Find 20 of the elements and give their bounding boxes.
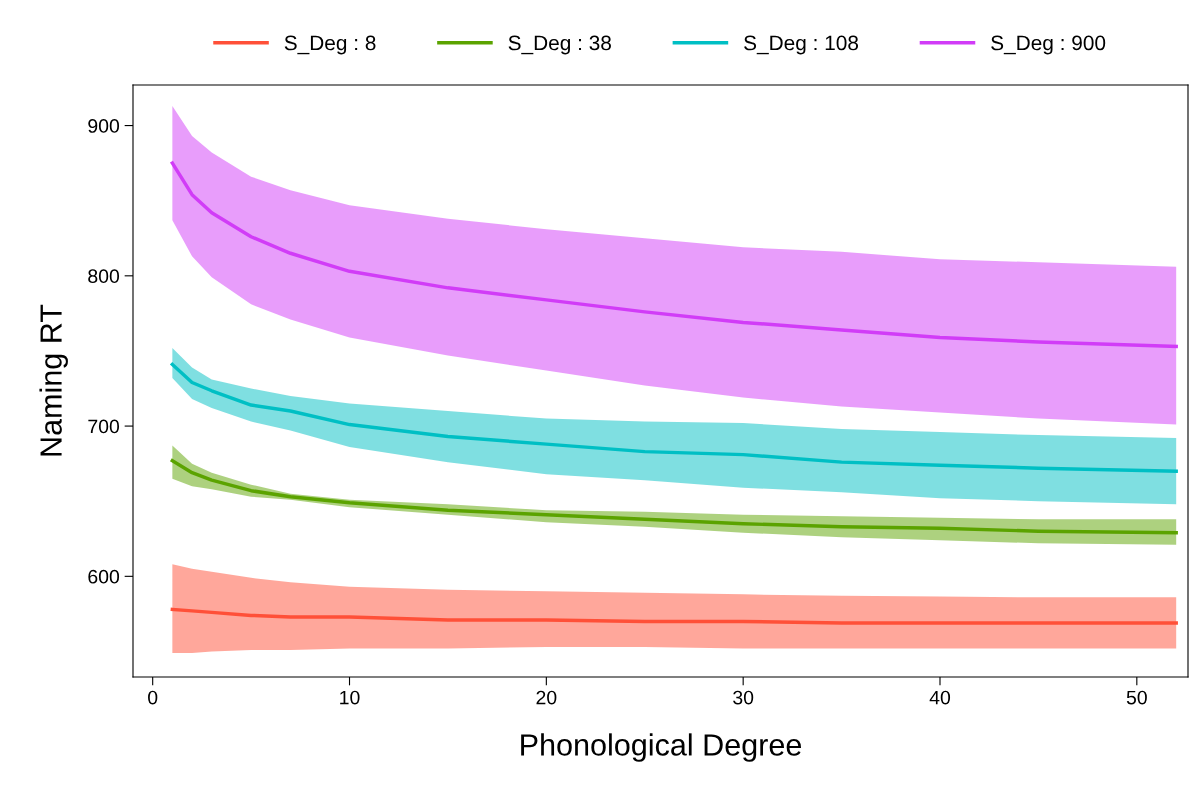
legend-label: S_Deg : 900 xyxy=(991,35,1106,55)
line-series xyxy=(170,607,1178,625)
y-tick-label: 600 xyxy=(88,569,120,584)
x-tick-label: 50 xyxy=(1126,690,1147,705)
legend-label: S_Deg : 108 xyxy=(744,35,859,55)
line-series xyxy=(170,458,1178,535)
x-tick-label: 40 xyxy=(929,690,951,705)
y-axis-title: Naming RT xyxy=(39,304,68,456)
line-series xyxy=(170,362,1178,473)
x-axis-title: Phonological Degree xyxy=(521,733,801,762)
y-tick-label: 800 xyxy=(88,269,120,284)
y-tick-label: 900 xyxy=(88,119,120,133)
legend-label: S_Deg : 8 xyxy=(284,35,376,55)
y-tick-label: 700 xyxy=(88,419,120,434)
legend-label: S_Deg : 38 xyxy=(508,35,611,55)
line-series xyxy=(170,161,1178,349)
x-tick-label: 10 xyxy=(340,690,360,705)
x-tick-label: 20 xyxy=(536,690,557,705)
x-tick-label: 30 xyxy=(733,690,754,705)
x-tick-label: 0 xyxy=(148,690,158,705)
